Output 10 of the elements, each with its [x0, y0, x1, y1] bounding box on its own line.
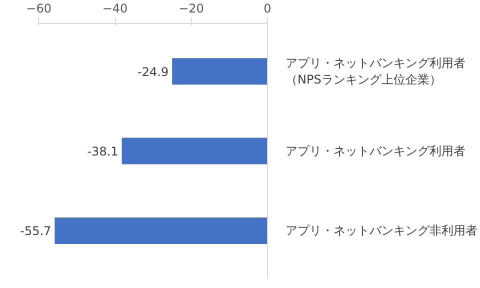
y-tick-label: アプリ・ネットバンキング利用者（NPSランキング上位企業） [286, 56, 466, 87]
data-label: -55.7 [20, 224, 52, 238]
x-tick-label: −20 [178, 2, 204, 16]
x-tick-label: −40 [102, 2, 128, 16]
x-tick-label: −60 [26, 2, 52, 16]
data-label: -38.1 [87, 144, 118, 158]
y-tick-label: アプリ・ネットバンキング利用者 [286, 144, 466, 158]
y-tick-label: アプリ・ネットバンキング非利用者 [286, 224, 478, 238]
x-tick-label: 0 [264, 2, 272, 16]
data-label: -24.9 [138, 64, 169, 79]
